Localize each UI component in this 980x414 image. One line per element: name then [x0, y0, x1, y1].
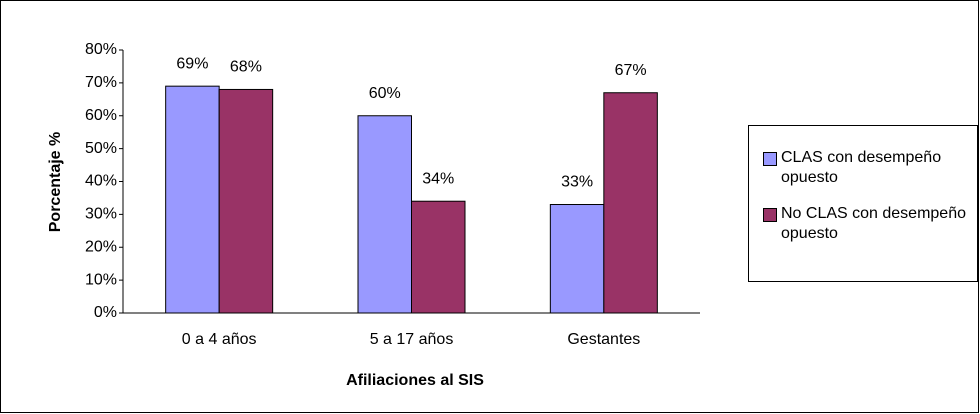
bar: [411, 200, 466, 314]
value-label: 34%: [422, 170, 454, 187]
legend-swatch: [763, 208, 777, 222]
value-label: 67%: [615, 62, 647, 79]
y-tick-label: 70%: [85, 74, 117, 91]
y-tick-label: 20%: [85, 238, 117, 255]
y-tick-label: 0%: [94, 304, 117, 321]
legend: CLAS con desempeño opuesto No CLAS con de…: [748, 125, 978, 282]
value-label: 68%: [230, 59, 262, 76]
value-label: 69%: [176, 55, 208, 72]
y-tick-label: 50%: [85, 140, 117, 157]
legend-label: No CLAS con desempeño opuesto: [781, 205, 966, 242]
bar: [357, 115, 412, 314]
y-tick-label: 10%: [85, 271, 117, 288]
y-tick-label: 30%: [85, 206, 117, 223]
bar: [549, 204, 605, 314]
legend-entry: CLAS con desempeño opuesto: [763, 148, 969, 188]
y-tick-label: 40%: [85, 173, 117, 190]
bar: [603, 92, 658, 314]
y-tick-label: 60%: [85, 107, 117, 124]
value-label: 60%: [369, 85, 401, 102]
bar: [165, 85, 220, 314]
x-tick-label: Gestantes: [567, 331, 640, 348]
x-axis-label: Afiliaciones al SIS: [346, 372, 484, 389]
x-tick-label: 0 a 4 años: [182, 331, 257, 348]
y-tick-label: 80%: [85, 41, 117, 58]
legend-swatch: [763, 152, 777, 166]
legend-entry: No CLAS con desempeño opuesto: [763, 204, 969, 244]
bar: [218, 88, 274, 314]
legend-label: CLAS con desempeño opuesto: [781, 149, 942, 186]
y-axis-label: Porcentaje %: [47, 132, 64, 232]
value-label: 33%: [561, 174, 593, 191]
x-tick-label: 5 a 17 años: [370, 331, 454, 348]
